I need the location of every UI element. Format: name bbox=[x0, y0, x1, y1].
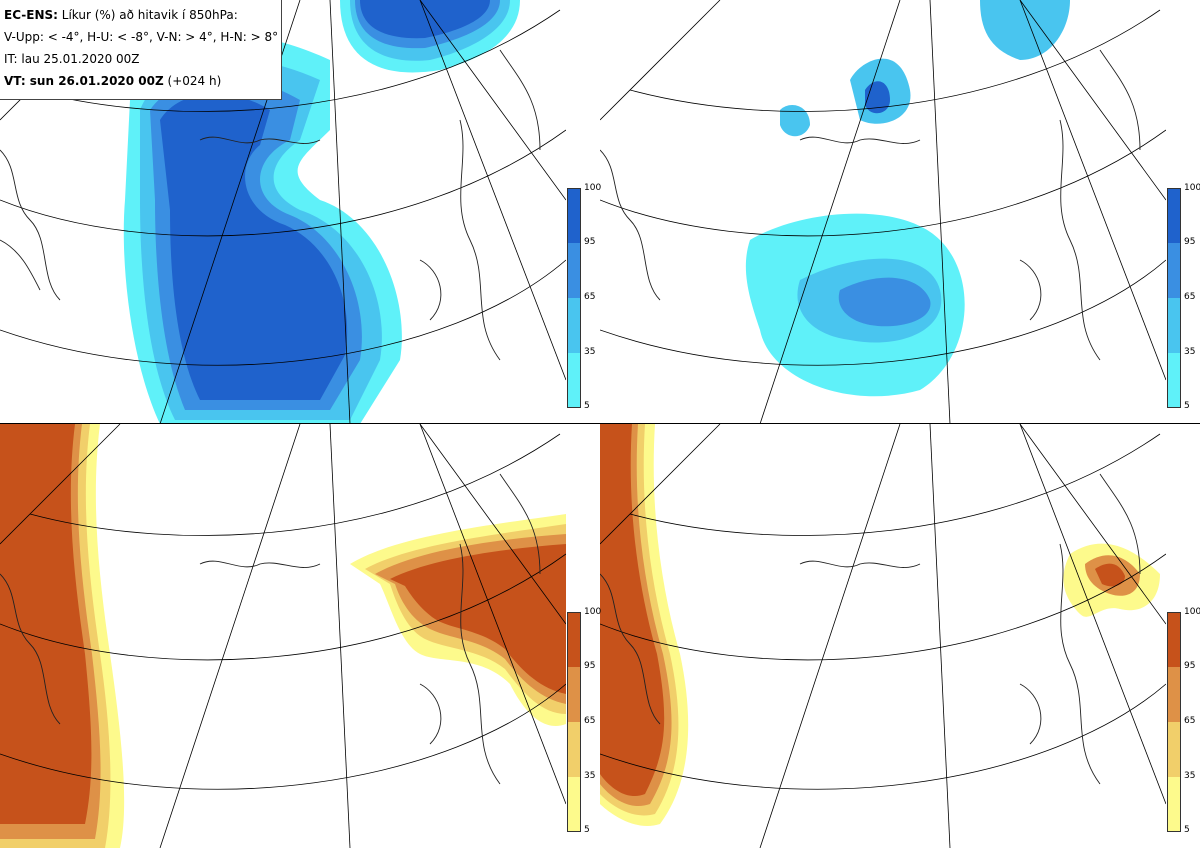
graticule bbox=[0, 0, 566, 424]
graticule bbox=[600, 424, 1166, 848]
valid-time: VT: sun 26.01.2020 00Z bbox=[4, 74, 164, 88]
coastlines bbox=[600, 473, 1141, 785]
coastlines bbox=[0, 49, 541, 361]
colorbar-tick: 95 bbox=[1184, 661, 1196, 671]
map-panel-cold-4: EC-ENS: Líkur (%) að hitavik í 850hPa: V… bbox=[0, 0, 566, 424]
colorbar-tick: 35 bbox=[584, 347, 596, 357]
prob-field-high bbox=[838, 277, 931, 327]
colorbar-segment bbox=[1168, 243, 1180, 298]
colorbar-segment bbox=[568, 298, 580, 353]
colorbar-tick: 35 bbox=[1184, 771, 1196, 781]
colorbar-segment bbox=[568, 667, 580, 722]
colorbar-blue-right: 100 95 65 35 5 bbox=[1167, 183, 1200, 418]
colorbar-tick: 5 bbox=[1184, 401, 1190, 411]
colorbar-tick: 100 bbox=[1184, 183, 1200, 193]
colorbar-tick: 5 bbox=[1184, 825, 1190, 835]
colorbar-segment bbox=[568, 613, 580, 667]
colorbar-tick: 100 bbox=[1184, 607, 1200, 617]
map-panel-warm-4 bbox=[0, 424, 566, 848]
colorbar-gradient bbox=[567, 612, 581, 832]
colorbar-segment bbox=[1168, 722, 1180, 777]
colorbar-tick: 65 bbox=[584, 716, 596, 726]
colorbar-tick: 95 bbox=[584, 237, 596, 247]
prob-field-top-north bbox=[360, 0, 490, 39]
colorbar-segment bbox=[568, 189, 580, 243]
colorbar-segment bbox=[1168, 777, 1180, 831]
prob-field-top bbox=[600, 424, 665, 797]
info-box: EC-ENS: Líkur (%) að hitavik í 850hPa: V… bbox=[0, 0, 282, 100]
map-panel-cold-8 bbox=[600, 0, 1166, 424]
prob-field-nw bbox=[780, 105, 810, 137]
colorbar-blue-left: 100 95 65 35 5 bbox=[567, 183, 601, 418]
prob-field-top bbox=[160, 93, 348, 400]
colorbar-segment bbox=[568, 777, 580, 831]
coastlines bbox=[600, 49, 1141, 361]
map-canvas-cold-4 bbox=[0, 0, 566, 424]
prob-field-ne bbox=[980, 0, 1070, 60]
colorbar-segment bbox=[1168, 298, 1180, 353]
map-canvas-cold-8 bbox=[600, 0, 1166, 424]
prob-field-east-top bbox=[1095, 563, 1125, 587]
graticule bbox=[600, 0, 1166, 424]
colorbar-segment bbox=[568, 722, 580, 777]
colorbar-orange-right: 100 95 65 35 5 bbox=[1167, 607, 1200, 842]
initial-time: IT: lau 25.01.2020 00Z bbox=[4, 52, 140, 66]
graticule bbox=[0, 424, 566, 848]
coastlines bbox=[0, 473, 541, 785]
colorbar-segment bbox=[1168, 613, 1180, 667]
colorbar-tick: 95 bbox=[584, 661, 596, 671]
map-canvas-warm-4 bbox=[0, 424, 566, 848]
colorbar-segment bbox=[568, 243, 580, 298]
description: Líkur (%) að hitavik í 850hPa: bbox=[57, 8, 238, 22]
colorbar-segment bbox=[568, 353, 580, 407]
colorbar-tick: 65 bbox=[584, 292, 596, 302]
colorbar-tick: 65 bbox=[1184, 292, 1196, 302]
colorbar-tick: 100 bbox=[584, 183, 602, 193]
panel-divider-horizontal bbox=[0, 423, 1200, 424]
model-label: EC-ENS: bbox=[4, 8, 58, 22]
map-canvas-warm-8 bbox=[600, 424, 1166, 848]
colorbar-tick: 100 bbox=[584, 607, 602, 617]
colorbar-gradient bbox=[1167, 188, 1181, 408]
colorbar-gradient bbox=[1167, 612, 1181, 832]
colorbar-orange-left: 100 95 65 35 5 bbox=[567, 607, 601, 842]
prob-field-east-top bbox=[390, 544, 566, 694]
colorbar-segment bbox=[1168, 667, 1180, 722]
colorbar-segment bbox=[1168, 189, 1180, 243]
colorbar-gradient bbox=[567, 188, 581, 408]
prob-field-top bbox=[0, 424, 92, 824]
map-panel-warm-8 bbox=[600, 424, 1166, 848]
prob-field-north-top bbox=[865, 81, 890, 114]
colorbar-tick: 5 bbox=[584, 401, 590, 411]
colorbar-tick: 35 bbox=[1184, 347, 1196, 357]
colorbar-tick: 95 bbox=[1184, 237, 1196, 247]
colorbar-tick: 35 bbox=[584, 771, 596, 781]
legend-thresholds: V-Upp: < -4°, H-U: < -8°, V-N: > 4°, H-N… bbox=[4, 30, 279, 44]
lead-time: (+024 h) bbox=[163, 74, 222, 88]
colorbar-tick: 5 bbox=[584, 825, 590, 835]
colorbar-tick: 65 bbox=[1184, 716, 1196, 726]
colorbar-segment bbox=[1168, 353, 1180, 407]
